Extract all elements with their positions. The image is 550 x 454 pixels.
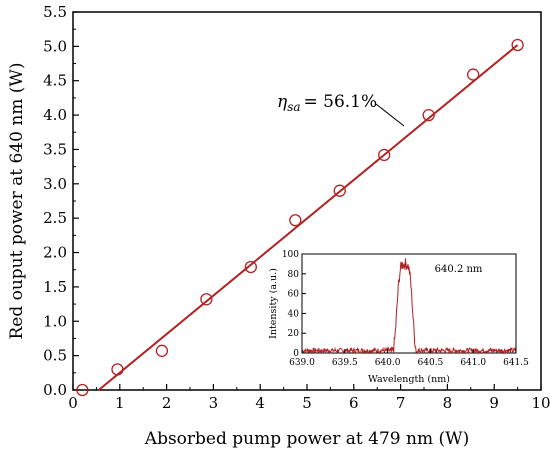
inset-y-tick-label: 40 bbox=[288, 309, 300, 319]
x-tick-label: 1 bbox=[115, 394, 125, 412]
data-point bbox=[422, 108, 435, 122]
inset-y-tick-label: 100 bbox=[282, 250, 299, 260]
inset-x-tick-label: 640.5 bbox=[418, 358, 444, 368]
data-point bbox=[466, 68, 480, 81]
inset-y-tick-label: 80 bbox=[288, 270, 300, 280]
y-tick-label: 1.5 bbox=[43, 278, 67, 296]
y-axis-label: Red ouput power at 640 nm (W) bbox=[7, 62, 27, 339]
inset-y-tick-label: 60 bbox=[288, 290, 300, 300]
x-tick-label: 5 bbox=[302, 394, 312, 412]
x-tick-label: 0 bbox=[68, 394, 78, 412]
x-axis-label: Absorbed pump power at 479 nm (W) bbox=[144, 429, 469, 449]
x-tick-label: 6 bbox=[349, 394, 359, 412]
main-plot: 0 1 2 3 4 5 6 7 8 9 10 0.0 0.5 1.0 1.5 2.0 2.5 3.0 3.5 4.0 4… bbox=[7, 3, 550, 449]
inset-x-tick-label: 641.5 bbox=[503, 358, 529, 368]
data-point bbox=[76, 383, 89, 397]
inset-y-axis-label: Intensity (a.u.) bbox=[268, 268, 279, 339]
y-tick-label: 4.5 bbox=[43, 72, 67, 90]
data-point bbox=[244, 260, 257, 274]
inset-x-tick-label: 641.0 bbox=[460, 358, 486, 368]
data-point bbox=[333, 184, 346, 197]
y-tick-label: 3.5 bbox=[43, 140, 67, 158]
y-tick-label: 1.0 bbox=[43, 312, 67, 330]
fit-line bbox=[98, 44, 519, 391]
data-point bbox=[289, 214, 302, 227]
data-point bbox=[511, 38, 524, 52]
inset-x-axis-label: Wavelength (nm) bbox=[368, 374, 450, 385]
spectrum-line bbox=[301, 258, 517, 355]
data-point bbox=[378, 148, 391, 162]
y-tick-label: 2.5 bbox=[43, 209, 67, 227]
y-tick-label: 5.0 bbox=[43, 37, 67, 55]
peak-annotation: 640.2 nm bbox=[435, 264, 483, 275]
inset-y-tick-label: 20 bbox=[288, 329, 300, 339]
inset-x-tick-label: 639.5 bbox=[332, 358, 358, 368]
x-tick-label: 4 bbox=[255, 394, 265, 412]
y-tick-label: 0.0 bbox=[43, 381, 67, 399]
y-tick-label: 3.0 bbox=[43, 175, 67, 193]
inset-plot: 639.0 639.5 640.0 640.5 641.0 641.5 0 20 40 60 80 1… bbox=[268, 250, 529, 385]
inset-y-tick-label: 0 bbox=[293, 349, 299, 359]
x-tick-label: 10 bbox=[531, 394, 550, 412]
efficiency-value: = 56.1% bbox=[304, 92, 378, 112]
eta-subscript: sa bbox=[287, 100, 300, 114]
y-tick-label: 5.5 bbox=[43, 3, 67, 21]
data-point bbox=[111, 363, 124, 376]
x-tick-label: 3 bbox=[209, 394, 219, 412]
x-tick-label: 2 bbox=[162, 394, 172, 412]
inset-x-tick-label: 639.0 bbox=[289, 358, 315, 368]
data-point bbox=[200, 293, 213, 306]
x-tick-label: 9 bbox=[489, 394, 499, 412]
y-tick-label: 4.0 bbox=[43, 106, 67, 124]
x-tick-label: 8 bbox=[443, 394, 453, 412]
y-tick-label: 0.5 bbox=[43, 347, 67, 365]
data-point bbox=[155, 344, 169, 357]
efficiency-annotation: ηsa = 56.1% bbox=[277, 92, 377, 114]
y-tick-label: 2.0 bbox=[43, 244, 67, 262]
x-tick-label: 7 bbox=[396, 394, 406, 412]
annotation-pointer bbox=[375, 103, 405, 127]
eta-symbol: η bbox=[277, 92, 288, 112]
inset-x-tick-label: 640.0 bbox=[375, 358, 401, 368]
